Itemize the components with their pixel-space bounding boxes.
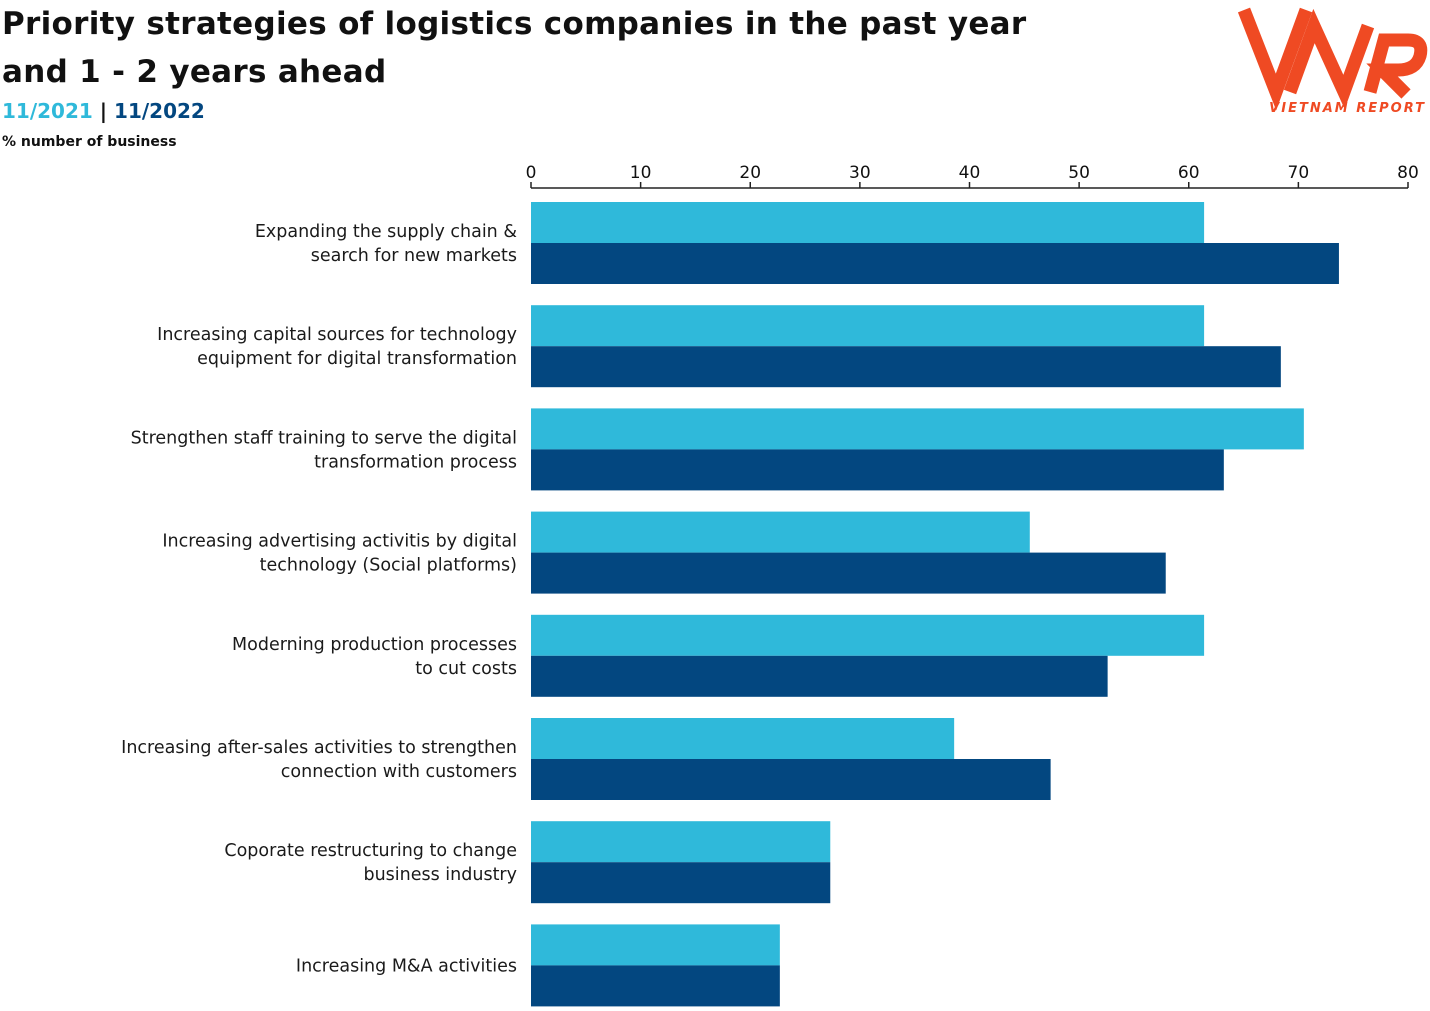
category-label: connection with customers (281, 762, 517, 782)
bar-2021 (531, 821, 831, 863)
title-line-1: Priority strategies of logistics compani… (2, 6, 1027, 42)
bar-2022 (531, 965, 780, 1007)
x-tick-label: 50 (1068, 163, 1090, 183)
category-label: Expanding the supply chain & (255, 222, 518, 242)
category-label: Increasing M&A activities (296, 956, 517, 976)
x-tick-label: 30 (849, 163, 871, 183)
x-tick-label: 70 (1288, 163, 1310, 183)
x-tick-label: 10 (630, 163, 652, 183)
bar-2021 (531, 305, 1205, 347)
unit-label: % number of business (2, 134, 177, 150)
x-tick-label: 80 (1397, 163, 1419, 183)
bar-2022 (531, 243, 1339, 284)
bar-2022 (531, 655, 1108, 697)
bar-2021 (531, 614, 1205, 656)
category-label: equipment for digital transformation (197, 349, 517, 369)
x-tick-label: 0 (526, 163, 537, 183)
chart-title: Priority strategies of logistics compani… (2, 0, 1162, 96)
vnr-logo-icon (1237, 7, 1428, 111)
category-label: Increasing advertising activitis by digi… (162, 532, 517, 552)
legend-2021: 11/2021 (2, 99, 93, 123)
bar-2021 (531, 408, 1304, 450)
title-line-2: and 1 - 2 years ahead (2, 54, 387, 90)
bar-2022 (531, 759, 1051, 800)
bar-chart: 0 10 20 30 40 50 60 70 80 Expanding the supply ch… (121, 163, 1419, 1007)
category-label: to cut costs (415, 659, 517, 679)
legend-2022: 11/2022 (114, 99, 205, 123)
category-label: technology (Social platforms) (260, 556, 517, 576)
bar-2021 (531, 511, 1030, 553)
bar-2021 (531, 718, 955, 759)
category-label: business industry (363, 865, 517, 885)
bar-2022 (531, 346, 1281, 388)
bar-2022 (531, 449, 1224, 491)
x-tick-label: 60 (1178, 163, 1200, 183)
x-tick-label: 40 (959, 163, 981, 183)
category-label: Strengthen staff training to serve the d… (131, 428, 517, 448)
category-label: search for new markets (311, 246, 517, 266)
bar-2022 (531, 552, 1166, 594)
category-label: Increasing after-sales activities to str… (121, 738, 517, 758)
category-label: Moderning production processes (232, 635, 517, 655)
legend: 11/2021 | 11/2022 (2, 96, 205, 126)
category-label: Increasing capital sources for technolog… (157, 325, 517, 345)
category-label: transformation process (314, 452, 517, 472)
bar-2021 (531, 924, 780, 966)
logo-text: VIETNAM REPORT (1269, 101, 1426, 116)
bar-2021 (531, 202, 1205, 243)
bar-2022 (531, 862, 831, 904)
category-label: Coporate restructuring to change (224, 841, 517, 861)
legend-separator: | (92, 99, 115, 123)
x-tick-label: 20 (739, 163, 761, 183)
